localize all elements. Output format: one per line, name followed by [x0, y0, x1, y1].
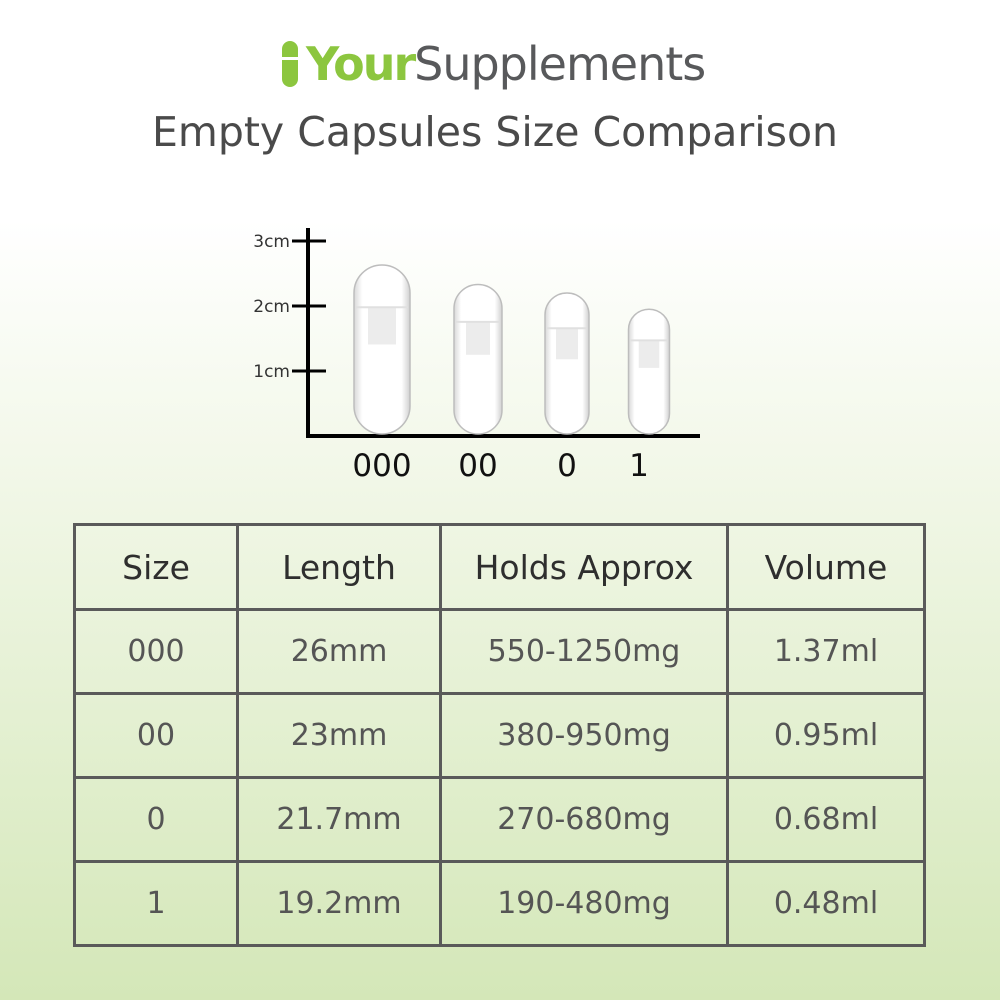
capsule-band	[368, 307, 396, 345]
x-tick-label: 0	[557, 448, 577, 484]
header-length: Length	[236, 523, 442, 611]
cell-length: 21.7mm	[236, 776, 442, 863]
table-header-row: Size Length Holds Approx Volume	[73, 523, 926, 611]
cell-holds: 190-480mg	[439, 860, 729, 947]
y-tick-label: 3cm	[253, 232, 290, 252]
capsule-body	[353, 264, 411, 435]
capsule-0	[544, 292, 590, 435]
y-tick-label: 2cm	[253, 297, 290, 317]
cell-volume: 0.95ml	[726, 692, 926, 779]
cell-length: 19.2mm	[236, 860, 442, 947]
table-row: 0 21.7mm 270-680mg 0.68ml	[73, 776, 926, 863]
cell-size: 0	[73, 776, 239, 863]
table-row: 00 23mm 380-950mg 0.95ml	[73, 692, 926, 779]
cell-holds: 380-950mg	[439, 692, 729, 779]
table-row: 000 26mm 550-1250mg 1.37ml	[73, 608, 926, 695]
capsule-00	[453, 283, 503, 435]
capsule-band	[638, 340, 660, 368]
capsule-1	[627, 308, 671, 435]
capsule-band	[466, 321, 490, 355]
capsule-000	[353, 264, 411, 435]
header-size: Size	[73, 523, 239, 611]
header-holds: Holds Approx	[439, 523, 729, 611]
cell-size: 000	[73, 608, 239, 695]
cell-volume: 1.37ml	[726, 608, 926, 695]
cell-holds: 270-680mg	[439, 776, 729, 863]
cell-holds: 550-1250mg	[439, 608, 729, 695]
cell-size: 1	[73, 860, 239, 947]
capsule-band	[556, 328, 578, 360]
cell-volume: 0.68ml	[726, 776, 926, 863]
y-tick-label: 1cm	[253, 362, 290, 382]
x-tick-label: 000	[352, 448, 411, 484]
cell-volume: 0.48ml	[726, 860, 926, 947]
capsule-body	[453, 283, 503, 435]
brand-logo: Your Supplements	[282, 34, 706, 94]
cell-length: 26mm	[236, 608, 442, 695]
page-title: Empty Capsules Size Comparison	[151, 108, 839, 156]
logo-text-supplements: Supplements	[414, 37, 706, 91]
capsule-body	[627, 308, 671, 435]
table-row: 1 19.2mm 190-480mg 0.48ml	[73, 860, 926, 947]
header-volume: Volume	[726, 523, 926, 611]
x-tick-label: 00	[458, 448, 497, 484]
x-tick-label: 1	[629, 448, 649, 484]
cell-length: 23mm	[236, 692, 442, 779]
capsule-size-table: Size Length Holds Approx Volume 000 26mm…	[73, 523, 926, 947]
capsule-body	[544, 292, 590, 435]
cell-size: 00	[73, 692, 239, 779]
logo-text-your: Your	[306, 37, 416, 91]
capsule-logo-icon	[282, 41, 298, 87]
